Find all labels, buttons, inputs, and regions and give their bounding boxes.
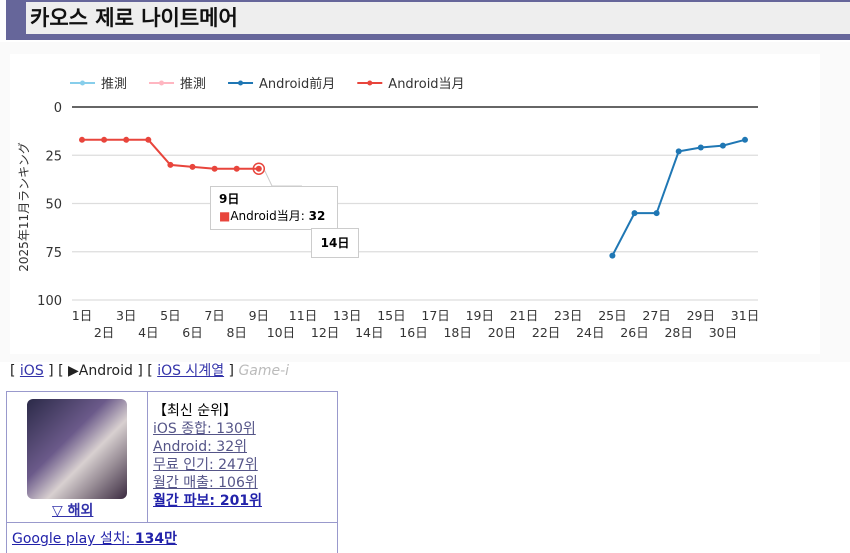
bracket: ] [: [137, 363, 153, 379]
game-icon[interactable]: [27, 399, 127, 499]
x-tick-label: 20日: [488, 325, 516, 340]
page-title: 카오스 제로 나이트메어: [26, 2, 850, 34]
x-tick-label: 30日: [709, 325, 737, 340]
data-point: [675, 148, 682, 155]
data-point: [631, 210, 638, 217]
game-i-link[interactable]: Game-i: [238, 363, 290, 379]
data-point: [79, 136, 85, 143]
x-tick-label: 14日: [355, 325, 383, 340]
series-line: [611, 138, 746, 257]
x-tick-label: 21日: [510, 308, 538, 323]
bracket: [: [10, 363, 16, 379]
data-point: [123, 136, 130, 143]
data-point: [742, 136, 748, 143]
legend-marker: [159, 80, 165, 86]
x-tick-label: 28日: [664, 325, 692, 340]
data-point: [189, 163, 196, 170]
tooltip-title: 9日: [219, 192, 240, 206]
title-bar: 카오스 제로 나이트메어: [6, 0, 850, 40]
x-tick-label: 11日: [289, 308, 317, 323]
data-point: [719, 142, 726, 149]
rank-free[interactable]: 무료 인기: 247위: [153, 457, 258, 473]
latest-ranks: 【최신 순위】 iOS 종합: 130위 Android: 32위 무료 인기:…: [153, 402, 262, 510]
x-tick-label: 7日: [204, 308, 224, 323]
tooltip-marker: ■: [219, 209, 231, 223]
x-tick-label: 25日: [598, 308, 626, 323]
y-tick-label: 100: [37, 294, 62, 309]
google-play-installs-link[interactable]: Google play 설치: 134만: [12, 528, 177, 548]
data-point: [233, 165, 240, 172]
chart-tooltip: 9日 ■Android当月: 32: [210, 186, 338, 230]
x-tick-label: 1日: [72, 308, 92, 323]
legend-label: 推測: [180, 77, 206, 92]
x-tick-label: 3日: [116, 308, 136, 323]
divider: [7, 522, 337, 523]
y-tick-label: 75: [45, 246, 62, 261]
rank-monthly-pabo[interactable]: 월간 파보: 201위: [153, 493, 262, 509]
data-point: [211, 165, 218, 172]
x-tick-label: 17日: [421, 308, 449, 323]
x-tick-label: 18日: [443, 325, 471, 340]
y-axis-label: 2025年11月ランキング: [17, 142, 31, 271]
y-tick-label: 50: [45, 198, 62, 213]
data-point: [653, 210, 660, 217]
x-tick-label: 13日: [333, 308, 361, 323]
x-tick-label: 24日: [576, 325, 604, 340]
ios-timeseries-link[interactable]: iOS 시계열: [157, 363, 225, 379]
y-tick-label: 25: [45, 149, 62, 164]
x-tick-label: 5日: [160, 308, 180, 323]
ranks-heading: 【최신 순위】: [153, 403, 237, 419]
x-tick-label: 31日: [731, 308, 759, 323]
tooltip-series: Android当月: [230, 209, 301, 223]
x-tick-label: 23日: [554, 308, 582, 323]
gp-label: Google play 설치:: [12, 531, 135, 547]
data-point: [145, 136, 152, 143]
x-tick-label: 4日: [138, 325, 158, 340]
bracket: ] [: [48, 363, 64, 379]
data-point: [697, 144, 704, 151]
bracket: ]: [228, 363, 234, 379]
highlighted-point: [252, 162, 266, 176]
ios-link[interactable]: iOS: [19, 363, 44, 379]
region-link[interactable]: ▽ 해외: [52, 503, 94, 519]
gp-value: 134만: [134, 531, 177, 547]
x-tick-label: 10日: [267, 325, 295, 340]
legend-label: Android当月: [388, 77, 464, 92]
android-current: ▶Android: [68, 363, 133, 379]
x-tick-label: 19日: [466, 308, 494, 323]
x-tick-label: 8日: [226, 325, 246, 340]
x-tick-label: 9日: [249, 308, 269, 323]
data-point: [255, 165, 262, 172]
x-tick-label: 12日: [311, 325, 339, 340]
tooltip-pointer: [264, 170, 302, 187]
x-tick-label: 29日: [687, 308, 715, 323]
rank-ios-overall[interactable]: iOS 종합: 130위: [153, 421, 256, 437]
game-info-card: ▽ 해외 【최신 순위】 iOS 종합: 130위 Android: 32위 무…: [6, 391, 338, 553]
data-point: [101, 136, 108, 143]
x-tick-label: 22日: [532, 325, 560, 340]
legend-marker: [238, 80, 244, 86]
legend-marker: [80, 80, 85, 86]
data-point: [609, 252, 616, 259]
rank-android[interactable]: Android: 32위: [153, 439, 247, 455]
ranking-chart: 0 25 50 75 100 2025年11月ランキング 1日 2日 3日 4日 5日 6日 7日 8日 9…: [10, 54, 820, 354]
x-tick-label: 2日: [94, 325, 114, 340]
x-tick-label: 6日: [182, 325, 202, 340]
data-point: [167, 161, 174, 168]
tooltip-value: 32: [308, 209, 326, 223]
rank-monthly-sales[interactable]: 월간 매출: 106위: [153, 475, 258, 491]
x-tick-label: 27日: [642, 308, 670, 323]
legend-marker: [367, 80, 373, 86]
legend-label: Android前月: [259, 76, 335, 92]
crosshair-label: 14日: [311, 228, 359, 258]
x-tick-label: 16日: [399, 325, 427, 340]
x-tick-label: 26日: [620, 325, 648, 340]
x-tick-label: 15日: [377, 308, 405, 323]
divider: [147, 392, 148, 522]
legend-label: 推測: [101, 77, 127, 92]
platform-nav: [ iOS ] [ ▶Android ] [ iOS 시계열 ] Game-i: [10, 360, 289, 380]
y-tick-label: 0: [54, 101, 62, 116]
